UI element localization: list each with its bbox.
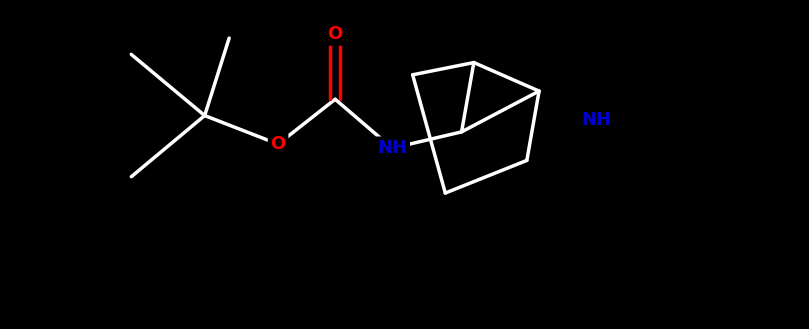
- Text: O: O: [328, 25, 343, 43]
- Text: NH: NH: [581, 111, 611, 129]
- Text: O: O: [270, 135, 286, 153]
- Text: NH: NH: [377, 139, 407, 157]
